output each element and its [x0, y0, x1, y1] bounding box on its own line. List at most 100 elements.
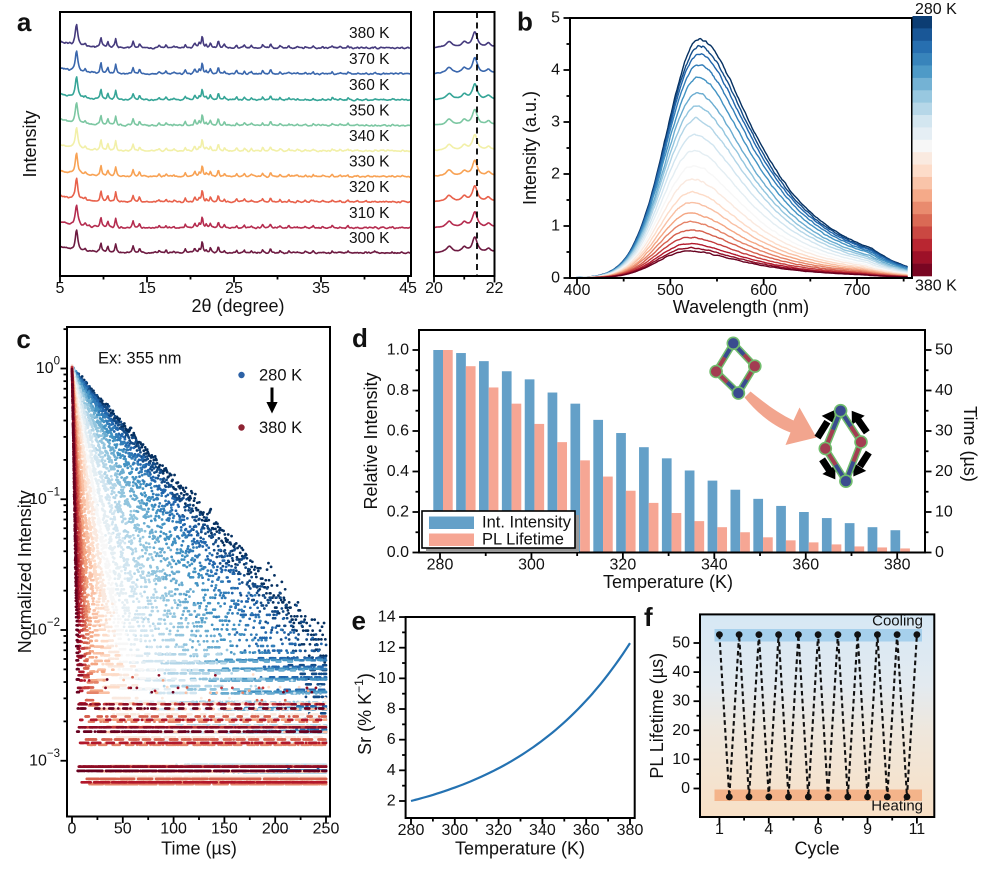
svg-text:1: 1	[715, 821, 724, 838]
svg-text:300: 300	[518, 557, 545, 574]
svg-text:12: 12	[378, 639, 396, 656]
svg-text:0: 0	[681, 780, 690, 797]
svg-text:300 K: 300 K	[349, 230, 390, 247]
svg-text:100: 100	[160, 821, 187, 838]
svg-text:4: 4	[551, 62, 560, 79]
svg-text:Ex: 355 nm: Ex: 355 nm	[98, 350, 181, 368]
svg-text:6: 6	[814, 821, 823, 838]
svg-text:6: 6	[387, 731, 396, 748]
svg-text:150: 150	[211, 821, 238, 838]
svg-text:2: 2	[551, 166, 560, 183]
svg-text:d: d	[352, 323, 368, 353]
svg-text:250: 250	[313, 821, 340, 838]
svg-text:e: e	[352, 605, 366, 635]
svg-text:Temperature (K): Temperature (K)	[455, 839, 585, 859]
svg-text:40: 40	[935, 382, 953, 399]
svg-text:Normalized Intensity: Normalized Intensity	[15, 490, 35, 653]
svg-text:9: 9	[863, 821, 872, 838]
svg-text:40: 40	[672, 664, 690, 681]
svg-text:320: 320	[485, 822, 512, 839]
svg-text:PL Lifetime: PL Lifetime	[482, 531, 564, 549]
svg-text:380: 380	[884, 557, 911, 574]
svg-text:340 K: 340 K	[349, 128, 390, 145]
svg-text:370 K: 370 K	[349, 51, 390, 68]
svg-text:Heating: Heating	[871, 798, 923, 815]
svg-text:0: 0	[68, 821, 77, 838]
svg-text:1.0: 1.0	[387, 342, 409, 359]
svg-text:10: 10	[378, 670, 396, 687]
svg-text:10: 10	[935, 504, 953, 521]
svg-text:0.4: 0.4	[387, 463, 409, 480]
svg-text:2: 2	[387, 793, 396, 810]
svg-text:340: 340	[701, 557, 728, 574]
svg-text:20: 20	[425, 280, 443, 297]
svg-text:Int. Intensity: Int. Intensity	[482, 514, 572, 532]
svg-text:30: 30	[672, 693, 690, 710]
svg-text:20: 20	[672, 722, 690, 739]
svg-text:Cooling: Cooling	[872, 613, 923, 630]
svg-text:a: a	[17, 7, 32, 37]
svg-text:200: 200	[262, 821, 289, 838]
svg-text:20: 20	[935, 463, 953, 480]
svg-text:30: 30	[935, 423, 953, 440]
svg-text:f: f	[644, 602, 653, 632]
svg-text:50: 50	[672, 635, 690, 652]
svg-text:340: 340	[529, 822, 556, 839]
svg-text:360: 360	[573, 822, 600, 839]
svg-text:0: 0	[935, 544, 944, 561]
svg-text:310 K: 310 K	[349, 205, 390, 222]
svg-text:300: 300	[441, 822, 468, 839]
svg-text:500: 500	[657, 282, 684, 299]
svg-text:Intensity: Intensity	[20, 110, 40, 177]
svg-text:Time (µs): Time (µs)	[161, 839, 237, 859]
svg-text:45: 45	[399, 280, 417, 297]
svg-text:15: 15	[138, 280, 156, 297]
svg-text:Cycle: Cycle	[794, 839, 839, 859]
svg-text:Time (µs): Time (µs)	[960, 406, 980, 482]
svg-text:320: 320	[610, 557, 637, 574]
svg-text:3: 3	[551, 114, 560, 131]
svg-text:280 K: 280 K	[259, 367, 302, 385]
svg-text:c: c	[16, 324, 30, 354]
svg-text:Intensity (a.u.): Intensity (a.u.)	[520, 91, 540, 205]
svg-text:25: 25	[225, 280, 243, 297]
svg-text:14: 14	[378, 609, 396, 626]
svg-text:50: 50	[935, 342, 953, 359]
svg-text:0.8: 0.8	[387, 382, 409, 399]
svg-text:700: 700	[844, 282, 871, 299]
svg-text:35: 35	[312, 280, 330, 297]
svg-text:380: 380	[617, 822, 644, 839]
svg-text:2θ (degree): 2θ (degree)	[191, 296, 284, 316]
svg-text:0.0: 0.0	[387, 544, 409, 561]
svg-text:b: b	[517, 7, 533, 37]
svg-text:1: 1	[551, 218, 560, 235]
svg-text:Wavelength (nm): Wavelength (nm)	[673, 297, 809, 317]
svg-text:PL Lifetime (µs): PL Lifetime (µs)	[647, 653, 667, 779]
svg-text:280: 280	[398, 822, 425, 839]
svg-text:5: 5	[56, 280, 65, 297]
svg-text:0.6: 0.6	[387, 423, 409, 440]
svg-text:22: 22	[486, 280, 504, 297]
svg-text:10: 10	[672, 751, 690, 768]
svg-text:320 K: 320 K	[349, 179, 390, 196]
svg-text:600: 600	[750, 282, 777, 299]
svg-text:8: 8	[387, 701, 396, 718]
svg-text:11: 11	[909, 821, 926, 838]
svg-text:350 K: 350 K	[349, 103, 390, 120]
svg-text:4: 4	[764, 821, 773, 838]
svg-text:360 K: 360 K	[349, 77, 390, 94]
svg-text:380 K: 380 K	[349, 25, 390, 42]
svg-text:Temperature (K): Temperature (K)	[603, 572, 733, 592]
svg-text:5: 5	[551, 10, 560, 27]
svg-text:4: 4	[387, 762, 396, 779]
svg-text:380 K: 380 K	[259, 419, 302, 437]
svg-text:400: 400	[564, 282, 591, 299]
svg-text:380 K: 380 K	[915, 278, 957, 295]
svg-text:360: 360	[792, 557, 819, 574]
svg-text:280 K: 280 K	[915, 1, 957, 18]
svg-text:Relative Intensity: Relative Intensity	[361, 372, 381, 509]
svg-text:280: 280	[427, 557, 454, 574]
svg-text:330 K: 330 K	[349, 154, 390, 171]
svg-text:0: 0	[551, 270, 560, 287]
svg-text:50: 50	[114, 821, 132, 838]
